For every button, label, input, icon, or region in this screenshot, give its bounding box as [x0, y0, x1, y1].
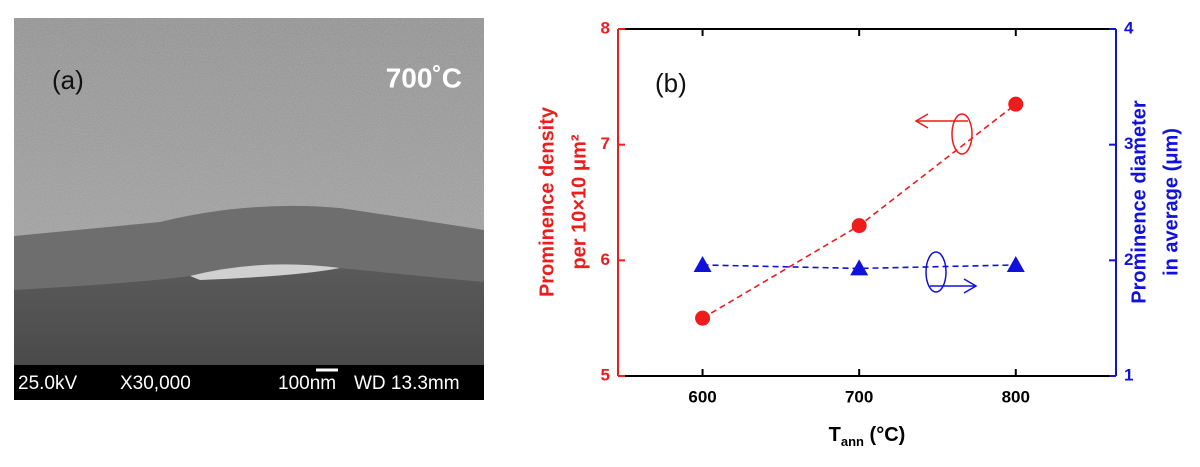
- y2-axis-label: in average (μm): [1160, 128, 1182, 276]
- sem-info: 100nm: [278, 373, 336, 394]
- x-axis-label-part: ann: [841, 434, 864, 449]
- y-tick-label: 5: [601, 365, 610, 384]
- y-tick-label: 8: [601, 18, 610, 37]
- panel-label: (a): [52, 65, 84, 95]
- sem-info: 25.0kV: [18, 373, 77, 394]
- sem-image: (a) 700˚C 25.0kV X30,000 100nm WD 13.3mm: [14, 18, 484, 400]
- x-axis-label-part: (°C): [864, 424, 905, 446]
- sem-info: X30,000: [120, 373, 191, 394]
- temperature-label: 700˚C: [386, 62, 462, 93]
- x-tick-label: 700: [845, 387, 873, 406]
- sem-info: WD 13.3mm: [354, 373, 460, 394]
- x-tick-label: 600: [688, 387, 716, 406]
- chart-annotation: (b): [655, 68, 687, 98]
- y-axis-label: per 10×10 μm²: [568, 134, 590, 269]
- axis-arrow-left: [914, 113, 973, 155]
- x-tick-label: 800: [1002, 387, 1030, 406]
- marker: [695, 310, 711, 326]
- marker: [1006, 255, 1025, 272]
- y2-tick-label: 1: [1124, 365, 1133, 384]
- axis-arrow-right: [925, 251, 978, 294]
- marker: [1008, 96, 1024, 112]
- y-axis-label: Prominence density: [536, 106, 558, 297]
- x-axis-label: Tann (°C): [829, 424, 906, 449]
- marker: [850, 259, 869, 276]
- x-axis-label-part: T: [829, 424, 841, 446]
- y-tick-label: 7: [601, 134, 610, 153]
- y2-tick-label: 2: [1124, 250, 1133, 269]
- y2-axis-label: Prominence diameter: [1128, 100, 1150, 304]
- y2-tick-label: 3: [1124, 134, 1133, 153]
- marker: [693, 255, 712, 272]
- y-tick-label: 6: [601, 250, 610, 269]
- series-line: [702, 264, 1016, 270]
- marker: [851, 218, 867, 234]
- y2-tick-label: 4: [1124, 18, 1134, 37]
